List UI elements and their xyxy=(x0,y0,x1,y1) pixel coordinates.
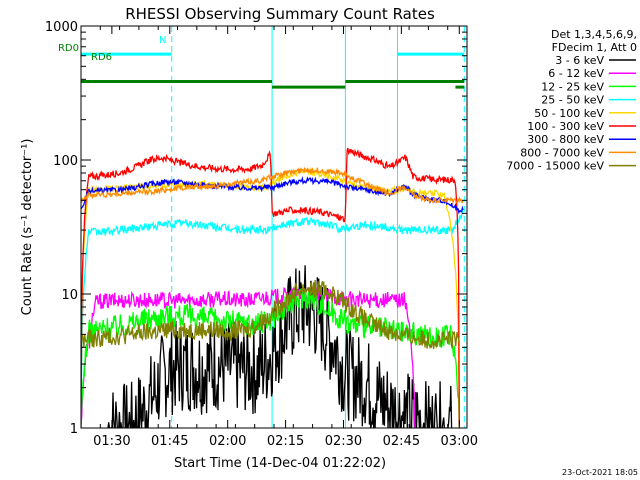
flag-label: N xyxy=(159,35,166,46)
x-tick-label: 01:30 xyxy=(93,434,130,449)
y-tick-label: 100 xyxy=(53,154,78,169)
legend-label: 12 - 25 keV xyxy=(541,80,604,93)
legend-label: 800 - 7000 keV xyxy=(520,146,604,159)
x-tick-label: 02:30 xyxy=(325,434,362,449)
x-tick-label: 02:00 xyxy=(209,434,246,449)
legend-header: Det 1,3,4,5,6,9, xyxy=(551,28,637,41)
legend-label: 50 - 100 keV xyxy=(534,107,604,120)
legend-label: 300 - 800 keV xyxy=(527,133,604,146)
series-line xyxy=(81,279,460,350)
y-tick-label: 1000 xyxy=(45,20,78,35)
legend-label: 6 - 12 keV xyxy=(548,67,604,80)
series-line xyxy=(81,285,416,428)
legend-label: 7000 - 15000 keV xyxy=(506,160,604,173)
x-tick-label: 02:15 xyxy=(267,434,304,449)
legend-label: 25 - 50 keV xyxy=(541,94,604,107)
flag-label: RD6 xyxy=(91,52,112,63)
footer-date: 23-Oct-2021 18:05 xyxy=(562,468,638,477)
y-tick-label: 1 xyxy=(70,422,78,437)
axes: 01:30 01:45 02:00 02:15 02:30 02:45 03:00 1 10 10… xyxy=(45,20,478,449)
legend-header: FDecim 1, Att 0 xyxy=(552,41,637,54)
series-line xyxy=(107,265,453,428)
y-axis-label: Count Rate (s⁻¹ detector⁻¹) xyxy=(20,139,35,316)
flag-label: RD0 xyxy=(58,43,79,54)
legend-label: 3 - 6 keV xyxy=(555,54,604,67)
legend: Det 1,3,4,5,6,9,FDecim 1, Att 03 - 6 keV… xyxy=(506,28,637,173)
x-tick-label: 02:45 xyxy=(383,434,420,449)
legend-label: 100 - 300 keV xyxy=(527,120,604,133)
series-line xyxy=(81,209,464,428)
series-line xyxy=(81,166,464,205)
y-tick-label: 10 xyxy=(61,288,78,303)
x-tick-label: 01:45 xyxy=(151,434,188,449)
plot-area: N RD0 RD6 xyxy=(58,26,465,428)
x-tick-label: 03:00 xyxy=(441,434,478,449)
chart-title: RHESSI Observing Summary Count Rates xyxy=(125,5,435,23)
series-line xyxy=(81,147,460,428)
x-axis-label: Start Time (14-Dec-04 01:22:02) xyxy=(174,456,386,471)
